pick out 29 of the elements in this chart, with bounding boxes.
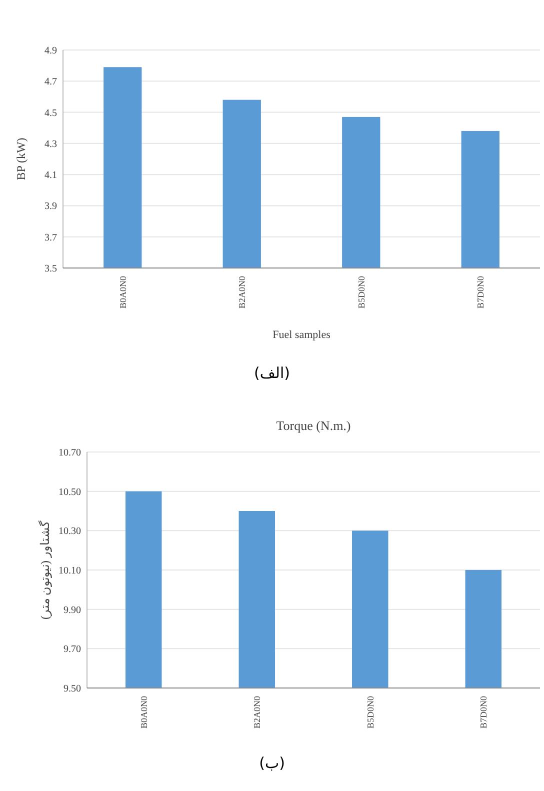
x-tick-label: B7D0N0	[476, 276, 486, 309]
y-tick-label: 10.30	[58, 526, 81, 538]
x-tick-label: B2A0N0	[252, 696, 262, 729]
y-tick-label: 9.50	[64, 684, 81, 694]
y-tick-label: 3.9	[44, 201, 57, 212]
y-tick-label: 9.70	[64, 644, 81, 656]
x-tick-label: B7D0N0	[478, 696, 489, 729]
y-tick-label: 4.7	[44, 76, 57, 88]
text: (الف)	[254, 364, 290, 382]
text: (ب)	[259, 754, 285, 772]
y-tick-label: 4.5	[44, 108, 57, 119]
y-tick-label: 10.10	[58, 566, 81, 576]
x-tick-label: B2A0N0	[237, 276, 248, 309]
x-tick-label: B5D0N0	[356, 276, 366, 309]
y-tick-label: 3.7	[44, 232, 57, 244]
y-tick-label: 9.90	[64, 604, 81, 616]
y-tick-label: 10.70	[58, 448, 81, 458]
y-axis-title: BP (kW)	[14, 138, 28, 180]
y-axis-title: گشتاور (نیوتون متر)	[38, 520, 52, 620]
y-tick-label: 3.5	[44, 264, 57, 274]
y-tick-label: 10.50	[58, 486, 81, 498]
y-tick-label: 4.9	[44, 46, 57, 56]
x-tick-label: B0A0N0	[138, 696, 149, 729]
x-tick-label: B5D0N0	[365, 696, 376, 729]
chart-title: Torque (N.m.)	[276, 418, 351, 433]
x-tick-label: B0A0N0	[118, 276, 128, 309]
y-tick-label: 4.1	[44, 170, 57, 182]
x-axis-title: Fuel samples	[272, 329, 330, 341]
y-tick-label: 4.3	[44, 138, 57, 150]
